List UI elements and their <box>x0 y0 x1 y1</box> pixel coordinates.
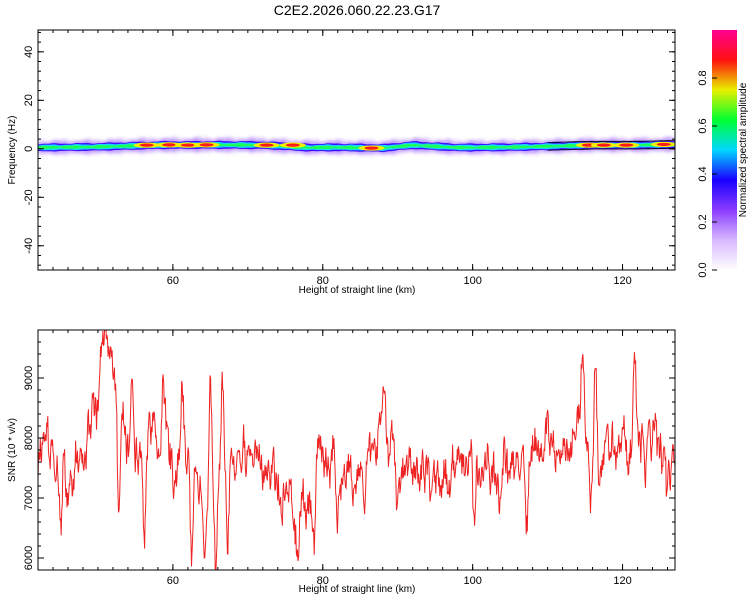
y-tick-label: -20 <box>23 189 35 205</box>
hot-spot <box>364 146 379 150</box>
spectrogram-frame <box>37 29 676 271</box>
x-tick-label: 100 <box>463 575 481 587</box>
y-tick-label: 8000 <box>23 426 35 450</box>
hot-spot <box>656 142 671 147</box>
snr-x-label: Height of straight line (km) <box>299 584 416 595</box>
hot-spot <box>285 143 300 147</box>
hot-spot <box>139 143 154 147</box>
spectrogram-heatmap <box>38 135 675 157</box>
colorbar-tick-label: 0.2 <box>697 214 709 229</box>
x-tick-label: 80 <box>317 275 329 287</box>
snr-series-line <box>38 330 675 570</box>
x-tick-label: 100 <box>463 275 481 287</box>
spectrogram-panel: 60 80 100 120 -40 -20 0 20 40 Height of straight… <box>7 29 676 296</box>
spectrogram-ticks: 60 80 100 120 -40 -20 0 20 40 <box>23 30 675 287</box>
colorbar-label: Normalized spectral amplitude <box>738 82 749 217</box>
y-tick-label: -40 <box>23 238 35 254</box>
colorbar-tick-label: 0.0 <box>697 262 709 277</box>
x-tick-label: 120 <box>613 575 631 587</box>
colorbar-tick-label: 0.8 <box>697 70 709 85</box>
y-tick-label: 0 <box>23 146 35 152</box>
snr-ticks: 60 80 100 120 6000 7000 8000 9000 <box>23 329 675 587</box>
hot-spot <box>619 143 634 147</box>
hot-spot <box>180 143 195 147</box>
y-tick-label: 40 <box>23 46 35 58</box>
hot-spot <box>199 143 214 147</box>
chart-title: C2E2.2026.060.22.23.G17 <box>274 2 441 18</box>
snr-y-label: SNR (10 * v/v) <box>7 418 18 482</box>
y-tick-label: 6000 <box>23 546 35 570</box>
hot-spot <box>596 143 611 147</box>
spectrogram-x-label: Height of straight line (km) <box>299 285 416 296</box>
trace-outline-lower <box>547 147 675 151</box>
y-tick-label: 9000 <box>23 366 35 390</box>
y-tick-label: 7000 <box>23 486 35 510</box>
x-tick-label: 120 <box>613 275 631 287</box>
colorbar-ticks: 0.0 0.2 0.4 0.6 0.8 <box>697 70 717 278</box>
hot-spot <box>162 143 177 147</box>
x-tick-label: 80 <box>317 575 329 587</box>
spectrogram-y-label: Frequency (Hz) <box>7 116 18 185</box>
trace-outline-upper <box>547 140 675 143</box>
colorbar-gradient <box>712 30 737 270</box>
x-tick-label: 60 <box>167 575 179 587</box>
colorbar-tick-label: 0.4 <box>697 166 709 181</box>
hot-spot <box>259 143 274 147</box>
colorbar-tick-label: 0.6 <box>697 118 709 133</box>
y-tick-label: 20 <box>23 94 35 106</box>
snr-panel: 60 80 100 120 6000 7000 8000 9000 Height of str… <box>7 329 676 595</box>
x-tick-label: 60 <box>167 275 179 287</box>
colorbar: 0.0 0.2 0.4 0.6 0.8 Normalized spectral ampl… <box>697 30 749 278</box>
snr-plot-area <box>38 330 675 570</box>
